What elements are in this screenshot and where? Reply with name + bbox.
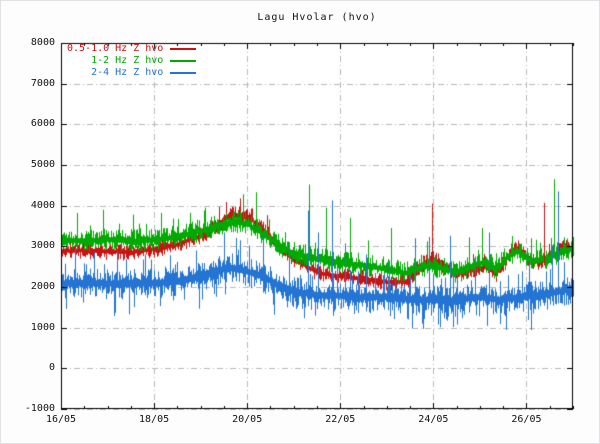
legend-item: 2-4 Hz Z hvo: [67, 67, 197, 79]
y-tick-label: 7000: [30, 77, 55, 89]
x-tick-label: 26/05: [511, 414, 542, 425]
y-tick-label: 6000: [30, 118, 55, 130]
legend-line-swatch: [170, 72, 197, 74]
x-tick-label: 18/05: [139, 414, 170, 425]
chart-legend: 0.5-1.0 Hz Z hvo 1-2 Hz Z hvo 2-4 Hz Z hvo: [67, 43, 197, 79]
y-tick-label: 5000: [30, 159, 55, 170]
y-tick-label: -1000: [24, 403, 55, 414]
y-tick-label: 2000: [30, 281, 55, 292]
x-tick-label: 24/05: [418, 414, 449, 425]
x-tick-label: 16/05: [45, 414, 77, 425]
x-tick-label: 22/05: [325, 414, 356, 425]
legend-label: 0.5-1.0 Hz Z hvo: [67, 43, 164, 54]
y-tick-label: 4000: [30, 199, 55, 211]
y-tick-label: 8000: [30, 37, 55, 48]
legend-label: 2-4 Hz Z hvo: [91, 67, 164, 78]
legend-line-swatch: [170, 60, 197, 62]
legend-line-swatch: [170, 48, 197, 50]
x-tick-label: 20/05: [232, 414, 263, 425]
y-tick-label: 3000: [30, 240, 55, 252]
y-tick-label: 1000: [30, 321, 55, 333]
legend-item: 0.5-1.0 Hz Z hvo: [67, 43, 197, 55]
y-tick-label: 0: [48, 362, 55, 374]
legend-label: 1-2 Hz Z hvo: [91, 55, 164, 66]
legend-item: 1-2 Hz Z hvo: [67, 55, 197, 67]
chart-title: Lagu Hvolar (hvo): [257, 12, 377, 23]
